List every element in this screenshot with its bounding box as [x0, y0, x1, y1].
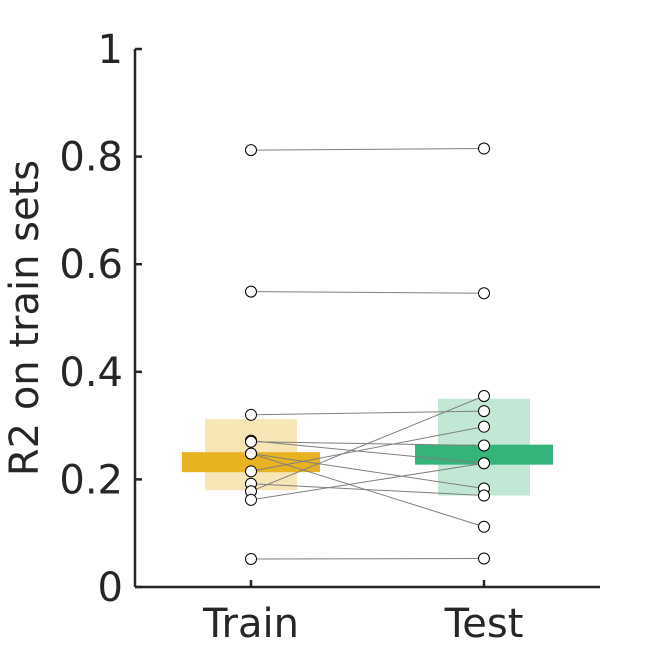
data-points: [245, 142, 490, 566]
x-tick-label: Test: [444, 601, 524, 647]
test-point: [478, 405, 490, 418]
x-tick-label: Train: [202, 601, 299, 647]
test-point: [478, 520, 490, 533]
train-point: [245, 553, 257, 566]
y-tick-label: 0.6: [59, 242, 123, 288]
y-tick-label: 1: [98, 27, 123, 73]
pair-line: [250, 440, 485, 464]
y-tick-label: 0: [98, 565, 123, 611]
y-axis: 0 0.2 0.4 0.6 0.8 1: [59, 27, 142, 611]
train-point: [245, 493, 257, 506]
pair-line: [250, 395, 485, 492]
pair-line: [250, 557, 485, 560]
train-point: [245, 465, 257, 478]
pair-line: [250, 453, 485, 528]
train-point: [245, 435, 257, 448]
mean-bar-train: [182, 452, 320, 473]
pair-line: [250, 426, 485, 472]
test-point: [478, 457, 490, 470]
pair-line: [250, 483, 485, 497]
y-tick-label: 0.2: [59, 457, 123, 503]
pair-line: [250, 462, 485, 501]
test-point: [478, 142, 490, 155]
train-point: [245, 285, 257, 298]
pair-line: [250, 148, 485, 151]
y-tick-label: 0.8: [59, 135, 123, 181]
train-point: [245, 447, 257, 460]
x-axis: Train Test: [135, 580, 600, 647]
y-axis-label: R2 on train sets: [2, 160, 48, 476]
test-point: [478, 420, 490, 433]
train-point: [245, 408, 257, 421]
test-point: [478, 439, 490, 452]
pair-line: [250, 291, 485, 294]
pair-lines: [250, 148, 485, 560]
test-point: [478, 390, 490, 403]
test-point: [478, 489, 490, 502]
pair-line: [250, 453, 485, 490]
test-point: [478, 552, 490, 565]
y-tick-label: 0.4: [59, 350, 123, 396]
train-point: [245, 144, 257, 157]
test-point: [478, 287, 490, 300]
